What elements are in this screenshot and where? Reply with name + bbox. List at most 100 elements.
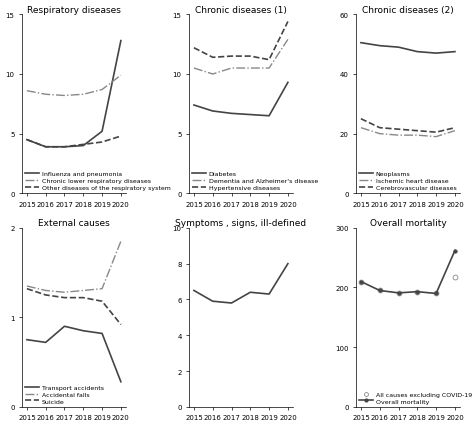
Cerebrovascular diseases — [377, 126, 383, 131]
Ischemic heart disease — [433, 135, 439, 140]
Hypertensive diseases — [210, 56, 216, 61]
Legend: Transport accidents, Accidental falls, Suicide: Transport accidents, Accidental falls, S… — [24, 383, 105, 405]
Transport accidents — [81, 328, 86, 334]
Suicide — [81, 295, 86, 300]
Hypertensive diseases — [191, 46, 197, 51]
Line: Dementia and Alzheimer's disease: Dementia and Alzheimer's disease — [194, 40, 288, 75]
Ischemic heart disease — [452, 129, 458, 134]
Hypertensive diseases — [285, 20, 291, 25]
Diabetes — [228, 112, 234, 117]
Diabetes — [191, 103, 197, 108]
Overall mortality — [452, 248, 458, 253]
Legend: Neoplasms, Ischemic heart disease, Cerebrovascular diseases: Neoplasms, Ischemic heart disease, Cereb… — [358, 170, 457, 192]
Legend: All causes excluding COVID-19, Overall mortality: All causes excluding COVID-19, Overall m… — [358, 390, 473, 405]
Title: Symptoms , signs, ill-defined: Symptoms , signs, ill-defined — [175, 219, 307, 227]
Cerebrovascular diseases — [433, 130, 439, 135]
Ischemic heart disease — [358, 126, 364, 131]
Accidental falls — [99, 286, 105, 291]
Title: Respiratory diseases: Respiratory diseases — [27, 6, 121, 14]
Ischemic heart disease — [396, 133, 401, 138]
All causes excluding COVID-19 — [358, 279, 364, 285]
Cerebrovascular diseases — [452, 126, 458, 131]
Chronic lower respiratory diseases — [24, 89, 30, 94]
Line: Hypertensive diseases: Hypertensive diseases — [194, 23, 288, 60]
Legend: Influenza and pneumonia, Chronic lower respiratory diseases, Other diseases of t: Influenza and pneumonia, Chronic lower r… — [24, 170, 172, 192]
Dementia and Alzheimer's disease — [228, 66, 234, 72]
Neoplasms — [358, 41, 364, 46]
Dementia and Alzheimer's disease — [191, 66, 197, 72]
Neoplasms — [452, 50, 458, 55]
Dementia and Alzheimer's disease — [210, 72, 216, 78]
Accidental falls — [62, 290, 67, 295]
Hypertensive diseases — [266, 58, 272, 63]
Influenza and pneumonia — [99, 130, 105, 135]
Chronic lower respiratory diseases — [81, 92, 86, 98]
Suicide — [118, 322, 124, 327]
Transport accidents — [24, 337, 30, 343]
Line: Accidental falls: Accidental falls — [27, 242, 121, 293]
Title: Chronic diseases (1): Chronic diseases (1) — [195, 6, 287, 14]
Dementia and Alzheimer's disease — [266, 66, 272, 72]
Cerebrovascular diseases — [396, 127, 401, 132]
All causes excluding COVID-19 — [396, 291, 401, 296]
Line: Diabetes: Diabetes — [194, 83, 288, 116]
Other diseases of the respiratory system — [62, 145, 67, 150]
Influenza and pneumonia — [62, 145, 67, 150]
Accidental falls — [24, 284, 30, 289]
Influenza and pneumonia — [118, 39, 124, 44]
Dementia and Alzheimer's disease — [285, 38, 291, 43]
Line: Cerebrovascular diseases: Cerebrovascular diseases — [361, 119, 455, 133]
Line: Ischemic heart disease: Ischemic heart disease — [361, 128, 455, 137]
Line: Chronic lower respiratory diseases: Chronic lower respiratory diseases — [27, 76, 121, 96]
Suicide — [62, 295, 67, 300]
Transport accidents — [118, 379, 124, 384]
Influenza and pneumonia — [81, 144, 86, 149]
Line: Transport accidents: Transport accidents — [27, 326, 121, 382]
Overall mortality — [358, 279, 364, 285]
Transport accidents — [99, 331, 105, 336]
Chronic lower respiratory diseases — [43, 92, 48, 98]
Transport accidents — [62, 324, 67, 329]
Line: Overall mortality: Overall mortality — [359, 249, 456, 296]
Ischemic heart disease — [377, 132, 383, 137]
Title: External causes: External causes — [38, 219, 110, 227]
Overall mortality — [414, 289, 420, 294]
Accidental falls — [118, 239, 124, 244]
All causes excluding COVID-19 — [452, 274, 458, 279]
Dementia and Alzheimer's disease — [247, 66, 253, 72]
Line: All causes excluding COVID-19: All causes excluding COVID-19 — [358, 275, 457, 296]
Overall mortality — [377, 288, 383, 294]
Line: Suicide: Suicide — [27, 289, 121, 325]
Line: Neoplasms: Neoplasms — [361, 43, 455, 54]
Other diseases of the respiratory system — [24, 138, 30, 143]
Accidental falls — [43, 288, 48, 294]
All causes excluding COVID-19 — [433, 291, 439, 296]
Title: Overall mortality: Overall mortality — [370, 219, 447, 227]
Line: Influenza and pneumonia: Influenza and pneumonia — [27, 41, 121, 147]
Overall mortality — [396, 291, 401, 296]
Other diseases of the respiratory system — [81, 142, 86, 147]
Legend: Diabetes, Dementia and Alzheimer's disease, Hypertensive diseases: Diabetes, Dementia and Alzheimer's disea… — [191, 170, 319, 192]
Chronic lower respiratory diseases — [99, 88, 105, 93]
Influenza and pneumonia — [24, 138, 30, 143]
Hypertensive diseases — [228, 55, 234, 60]
All causes excluding COVID-19 — [377, 288, 383, 294]
Neoplasms — [377, 44, 383, 49]
Diabetes — [285, 81, 291, 86]
Other diseases of the respiratory system — [43, 145, 48, 150]
Diabetes — [247, 113, 253, 118]
Overall mortality — [433, 291, 439, 296]
Other diseases of the respiratory system — [99, 140, 105, 145]
Chronic lower respiratory diseases — [62, 94, 67, 99]
Hypertensive diseases — [247, 55, 253, 60]
Transport accidents — [43, 340, 48, 345]
Diabetes — [266, 114, 272, 119]
Cerebrovascular diseases — [414, 129, 420, 134]
Other diseases of the respiratory system — [118, 134, 124, 139]
Diabetes — [210, 109, 216, 114]
Neoplasms — [414, 50, 420, 55]
Suicide — [43, 293, 48, 298]
Neoplasms — [396, 46, 401, 51]
Influenza and pneumonia — [43, 145, 48, 150]
Chronic lower respiratory diseases — [118, 73, 124, 78]
